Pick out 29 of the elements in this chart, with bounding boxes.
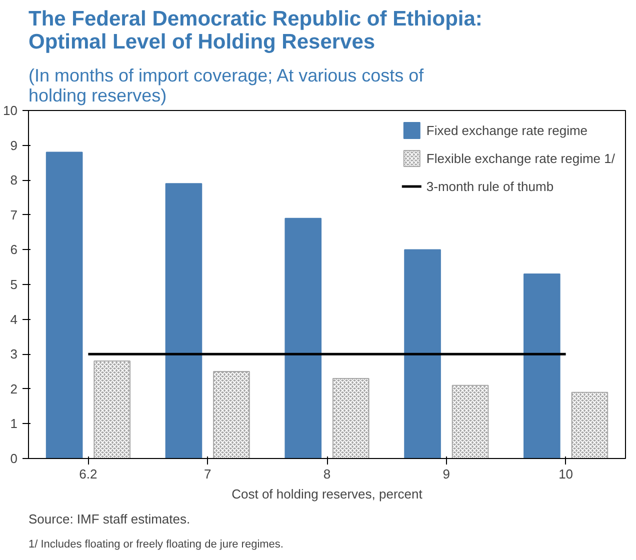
x-tick-label: 10 [558, 466, 574, 482]
bar [524, 274, 560, 458]
legend-label: 3-month rule of thumb [426, 178, 554, 194]
legend-label: Flexible exchange rate regime 1/ [426, 150, 615, 166]
source-note: Source: IMF staff estimates. [28, 512, 190, 526]
y-tick-label: 4 [10, 312, 18, 327]
y-tick-label: 8 [10, 172, 18, 188]
y-tick-label: 10 [3, 103, 18, 118]
legend-label: Fixed exchange rate regime [426, 122, 588, 138]
y-tick-label: 7 [10, 207, 18, 222]
x-tick-label: 8 [323, 466, 331, 482]
text: 1/ Includes floating or freely floating de jure regimes. [28, 538, 284, 550]
y-tick-label: 5 [10, 277, 18, 292]
y-tick-label: 0 [10, 451, 18, 466]
x-tick-label: 6.2 [79, 466, 98, 482]
x-axis-title: Cost of holding reserves, percent [232, 486, 423, 502]
bar [46, 152, 83, 458]
bar [404, 249, 441, 458]
chart-title: The Federal Democratic Republic of Ethiopia: Optimal Level of Holding Reserves [28, 8, 482, 54]
bar [284, 218, 322, 458]
y-tick-label: 6 [10, 242, 18, 258]
bar [165, 183, 202, 458]
chart-subtitle: (In months of import coverage; At various costs of holding reserves) [28, 66, 425, 106]
x-tick-label: 7 [204, 466, 212, 482]
y-tick-label: 9 [10, 138, 18, 153]
x-tick-label: 9 [442, 466, 450, 482]
y-tick-label: 2 [10, 381, 18, 396]
y-tick-label: 1 [10, 416, 18, 432]
y-tick-label: 3 [10, 346, 18, 362]
